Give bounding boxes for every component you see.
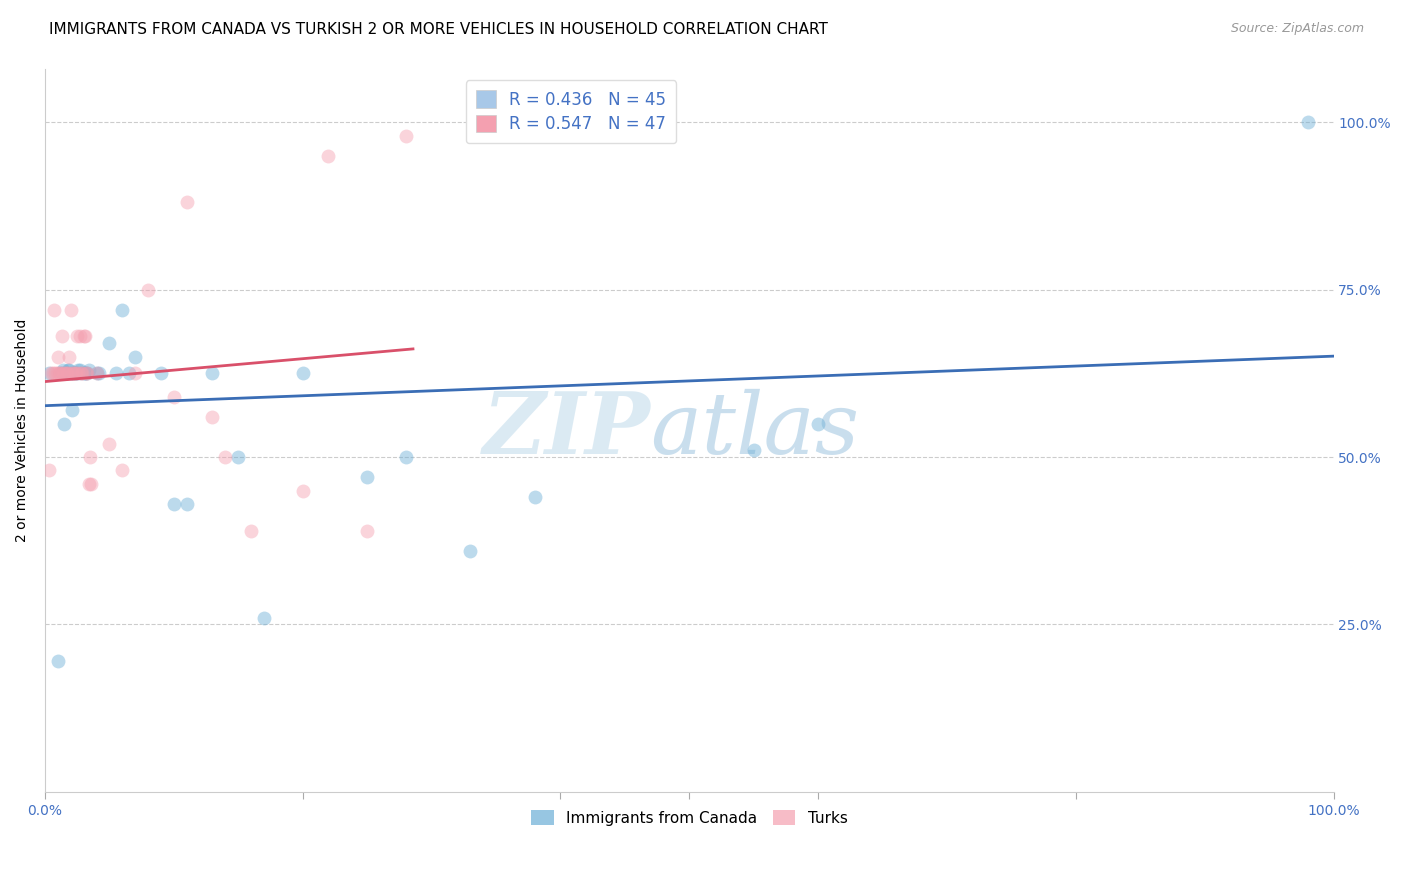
Point [60, 403, 83, 417]
Point [38, 367, 60, 381]
Point [52, 367, 75, 381]
Point [72, 329, 94, 343]
Point [111, 463, 134, 477]
Point [124, 367, 146, 381]
Point [70, 367, 93, 381]
Point [51, 329, 73, 343]
Point [49, 367, 72, 381]
Point [52, 363, 75, 377]
Point [807, 417, 830, 431]
Point [226, 450, 249, 464]
Point [72, 367, 94, 381]
Point [458, 544, 481, 558]
Point [65, 367, 87, 381]
Text: IMMIGRANTS FROM CANADA VS TURKISH 2 OR MORE VEHICLES IN HOUSEHOLD CORRELATION CH: IMMIGRANTS FROM CANADA VS TURKISH 2 OR M… [49, 22, 828, 37]
Point [356, 470, 378, 484]
Point [56, 367, 79, 381]
Point [80, 476, 103, 491]
Point [59, 302, 82, 317]
Point [111, 302, 134, 317]
Point [73, 329, 96, 343]
Point [67, 367, 90, 381]
Point [42, 302, 65, 317]
Point [1296, 115, 1319, 129]
Point [201, 409, 224, 424]
Point [76, 367, 98, 381]
Point [395, 450, 418, 464]
Point [86, 367, 108, 381]
Point [41, 367, 63, 381]
Text: Source: ZipAtlas.com: Source: ZipAtlas.com [1230, 22, 1364, 36]
Point [291, 367, 314, 381]
Point [240, 524, 263, 538]
Point [201, 367, 224, 381]
Point [176, 195, 198, 210]
Point [73, 367, 96, 381]
Point [49, 367, 72, 381]
Point [62, 367, 84, 381]
Point [65, 367, 87, 381]
Point [56, 367, 79, 381]
Point [79, 450, 101, 464]
Point [291, 483, 314, 498]
Point [118, 367, 141, 381]
Point [136, 283, 159, 297]
Point [163, 497, 186, 511]
Text: ZIP: ZIP [482, 389, 651, 472]
Point [98, 436, 121, 450]
Point [60, 367, 83, 381]
Legend: Immigrants from Canada, Turks: Immigrants from Canada, Turks [522, 801, 856, 835]
Point [48, 367, 70, 381]
Point [63, 367, 86, 381]
Point [41, 367, 63, 381]
Point [77, 363, 100, 377]
Point [75, 367, 97, 381]
Point [46, 350, 69, 364]
Point [104, 367, 127, 381]
Point [742, 443, 765, 458]
Point [77, 476, 100, 491]
Point [86, 367, 108, 381]
Point [45, 367, 67, 381]
Point [58, 363, 80, 377]
Point [51, 367, 73, 381]
Point [176, 497, 198, 511]
Point [69, 363, 91, 377]
Y-axis label: 2 or more Vehicles in Household: 2 or more Vehicles in Household [15, 318, 30, 542]
Point [163, 390, 186, 404]
Point [395, 128, 418, 143]
Point [66, 367, 89, 381]
Text: atlas: atlas [651, 389, 859, 472]
Point [55, 367, 77, 381]
Point [44, 367, 66, 381]
Point [66, 329, 89, 343]
Point [56, 367, 79, 381]
Point [318, 148, 340, 162]
Point [38, 463, 60, 477]
Point [56, 363, 79, 377]
Point [63, 367, 86, 381]
Point [124, 350, 146, 364]
Point [76, 367, 98, 381]
Point [75, 367, 97, 381]
Point [253, 611, 276, 625]
Point [59, 367, 82, 381]
Point [69, 329, 91, 343]
Point [72, 367, 94, 381]
Point [62, 367, 84, 381]
Point [53, 417, 76, 431]
Point [98, 336, 121, 351]
Point [55, 367, 77, 381]
Point [214, 450, 236, 464]
Point [87, 367, 110, 381]
Point [523, 490, 546, 504]
Point [70, 367, 93, 381]
Point [46, 654, 69, 668]
Point [356, 524, 378, 538]
Point [53, 367, 76, 381]
Point [58, 350, 80, 364]
Point [149, 367, 172, 381]
Point [67, 363, 90, 377]
